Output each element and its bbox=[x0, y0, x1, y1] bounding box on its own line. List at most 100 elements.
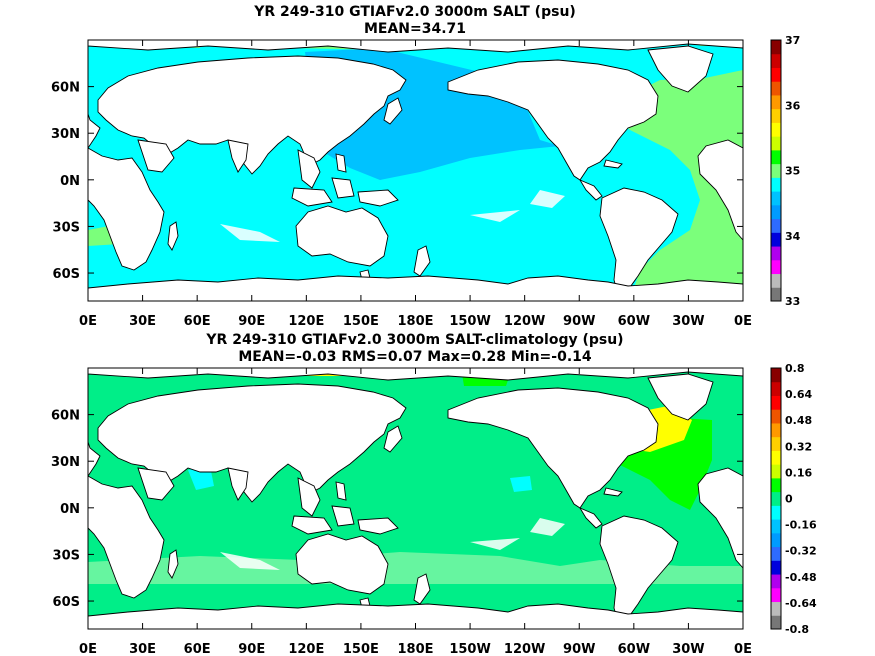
panel-1-subtitle: MEAN=34.71 bbox=[364, 21, 466, 37]
panel-1: YR 249-310 GTIAFv2.0 3000m SALT (psu) ME… bbox=[51, 4, 801, 329]
colorbar-swatch bbox=[771, 94, 781, 110]
colorbar-swatch bbox=[771, 191, 781, 206]
x-tick-label: 90E bbox=[238, 314, 265, 329]
y-tick-label: 60N bbox=[51, 81, 80, 96]
x-tick-label: 30E bbox=[129, 642, 156, 656]
colorbar-swatch bbox=[771, 136, 781, 151]
y-tick-label: 60S bbox=[53, 595, 80, 610]
colorbar-swatch bbox=[771, 546, 781, 561]
x-tick-label: 30W bbox=[672, 314, 704, 329]
colorbar-label: -0.8 bbox=[785, 623, 809, 636]
colorbar-swatch bbox=[771, 273, 781, 288]
x-tick-label: 0E bbox=[79, 642, 97, 656]
colorbar-label: 35 bbox=[785, 165, 800, 178]
panel-1-colorbar: 37 36 35 34 33 bbox=[770, 34, 801, 308]
x-tick-label: 60E bbox=[184, 642, 211, 656]
colorbar-swatch bbox=[771, 163, 781, 178]
x-tick-label: 30W bbox=[672, 642, 704, 656]
x-tick-label: 180E bbox=[397, 314, 433, 329]
y-tick-label: 0N bbox=[60, 502, 80, 517]
colorbar-swatch bbox=[771, 67, 781, 82]
panel-2: YR 249-310 GTIAFv2.0 3000m SALT-climatol… bbox=[51, 332, 817, 656]
y-tick-label: 60N bbox=[51, 409, 80, 424]
colorbar-label: -0.64 bbox=[785, 597, 817, 610]
colorbar-label: 33 bbox=[785, 295, 800, 308]
colorbar-label: 0 bbox=[785, 493, 793, 506]
colorbar-frame bbox=[770, 39, 782, 302]
x-tick-label: 150W bbox=[449, 642, 490, 656]
panel-2-colorbar: 0.8 0.64 0.48 0.32 0.16 0 -0.16 -0.32 -0.48 -0.64… bbox=[770, 362, 817, 636]
x-tick-label: 0E bbox=[734, 314, 752, 329]
y-tick-label: 30N bbox=[51, 127, 80, 142]
colorbar-swatch bbox=[771, 395, 781, 410]
colorbar-swatch bbox=[771, 587, 781, 603]
panel-2-x-ticks: 0E 30E 60E 90E 120E 150E 180E 150W 120W 90W 60W 30W… bbox=[79, 368, 752, 656]
colorbar-label: 0.16 bbox=[785, 466, 812, 479]
x-tick-label: 180E bbox=[397, 642, 433, 656]
x-tick-label: 120W bbox=[504, 314, 545, 329]
panel-2-subtitle: MEAN=-0.03 RMS=0.07 Max=0.28 Min=-0.14 bbox=[238, 349, 592, 365]
colorbar-swatch bbox=[771, 505, 781, 520]
panel-1-map bbox=[88, 40, 743, 301]
colorbar-swatch bbox=[771, 204, 781, 220]
x-tick-label: 120E bbox=[288, 314, 324, 329]
colorbar-swatch bbox=[771, 122, 781, 137]
colorbar-swatch bbox=[771, 422, 781, 438]
x-tick-label: 90E bbox=[238, 642, 265, 656]
y-tick-label: 30S bbox=[53, 548, 80, 563]
colorbar-swatch bbox=[771, 40, 781, 55]
colorbar-label: -0.48 bbox=[785, 571, 817, 584]
x-tick-label: 150W bbox=[449, 314, 490, 329]
panel-1-x-ticks: 0E 30E 60E 90E 120E 150E 180E 150W 120W 90W 60W 30W… bbox=[79, 40, 752, 329]
colorbar-swatch bbox=[771, 601, 781, 616]
colorbar-label: 0.64 bbox=[785, 388, 812, 401]
colorbar-swatch bbox=[771, 381, 781, 396]
x-tick-label: 60W bbox=[618, 314, 650, 329]
colorbar-swatch bbox=[771, 177, 781, 192]
y-tick-label: 0N bbox=[60, 174, 80, 189]
colorbar-swatch bbox=[771, 519, 781, 534]
colorbar-swatch bbox=[771, 368, 781, 383]
colorbar-swatch bbox=[771, 532, 781, 548]
x-tick-label: 60E bbox=[184, 314, 211, 329]
colorbar-swatch bbox=[771, 108, 781, 123]
colorbar-label: -0.32 bbox=[785, 545, 817, 558]
x-tick-label: 90W bbox=[563, 642, 595, 656]
colorbar-label: 0.48 bbox=[785, 414, 812, 427]
x-tick-label: 0E bbox=[734, 642, 752, 656]
y-tick-label: 30N bbox=[51, 455, 80, 470]
colorbar-swatch bbox=[771, 259, 781, 275]
colorbar-swatch bbox=[771, 409, 781, 424]
x-tick-label: 120W bbox=[504, 642, 545, 656]
colorbar-label: 0.32 bbox=[785, 440, 812, 453]
colorbar-swatch bbox=[771, 81, 781, 96]
colorbar-swatch bbox=[771, 615, 781, 630]
panel-2-y-ticks: 60N 30N 0N 30S 60S bbox=[51, 409, 743, 610]
colorbar-swatch bbox=[771, 574, 781, 589]
x-tick-label: 30E bbox=[129, 314, 156, 329]
colorbar-frame bbox=[770, 367, 782, 630]
colorbar-swatch bbox=[771, 560, 781, 575]
colorbar-swatch bbox=[771, 450, 781, 465]
panel-1-region-atlantic bbox=[612, 70, 743, 300]
colorbar-swatch bbox=[771, 436, 781, 451]
panel-2-shallow-patches bbox=[220, 518, 565, 570]
colorbar-swatch bbox=[771, 477, 781, 493]
colorbar-swatch bbox=[771, 464, 781, 479]
x-tick-label: 0E bbox=[79, 314, 97, 329]
panel-1-shallow-patches bbox=[220, 190, 565, 242]
colorbar-swatch bbox=[771, 232, 781, 247]
colorbar-label: 36 bbox=[785, 99, 801, 112]
colorbar-label: 0.8 bbox=[785, 362, 805, 375]
colorbar-swatch bbox=[771, 149, 781, 165]
panel-2-title: YR 249-310 GTIAFv2.0 3000m SALT-climatol… bbox=[205, 332, 623, 348]
colorbar-label: -0.16 bbox=[785, 519, 817, 532]
x-tick-label: 90W bbox=[563, 314, 595, 329]
colorbar-swatch bbox=[771, 491, 781, 506]
colorbar-swatch bbox=[771, 287, 781, 302]
colorbar-swatch bbox=[771, 53, 781, 68]
x-tick-label: 60W bbox=[618, 642, 650, 656]
x-tick-label: 150E bbox=[343, 314, 379, 329]
panel-2-map bbox=[88, 368, 743, 629]
